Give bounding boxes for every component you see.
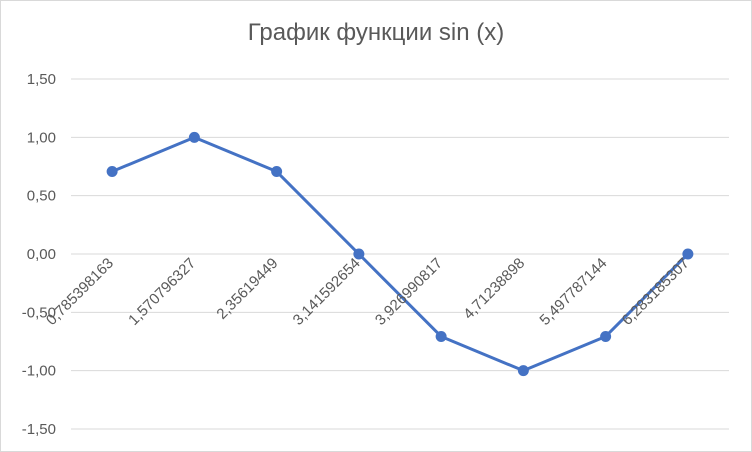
series-line — [111, 135, 689, 373]
data-point — [106, 166, 118, 178]
chart-title: График функции sin (x) — [247, 19, 505, 46]
x-tick-label: 0,785398163 — [43, 255, 117, 329]
y-tick-label: -0,50 — [22, 304, 56, 321]
y-tick-label: 0,50 — [27, 188, 56, 205]
data-point — [188, 131, 200, 143]
y-tick-label: -1,50 — [22, 421, 56, 438]
x-tick-label: 5,497787144 — [536, 255, 610, 329]
x-tick-label: 1,570796327 — [125, 255, 199, 329]
y-tick-label: 0,00 — [27, 246, 56, 263]
data-point — [353, 248, 365, 260]
data-point — [271, 166, 283, 178]
data-point — [435, 330, 447, 342]
x-tick-label: 3,141592654 — [290, 255, 364, 329]
x-tick-label: 3,926990817 — [372, 255, 446, 329]
y-tick-label: 1,50 — [27, 71, 56, 88]
y-tick-label: -1,00 — [22, 363, 56, 380]
data-point — [682, 248, 694, 260]
x-tick-label: 6,283185307 — [619, 255, 693, 329]
y-tick-label: 1,00 — [27, 129, 56, 146]
data-point — [600, 330, 612, 342]
data-point — [517, 365, 529, 377]
